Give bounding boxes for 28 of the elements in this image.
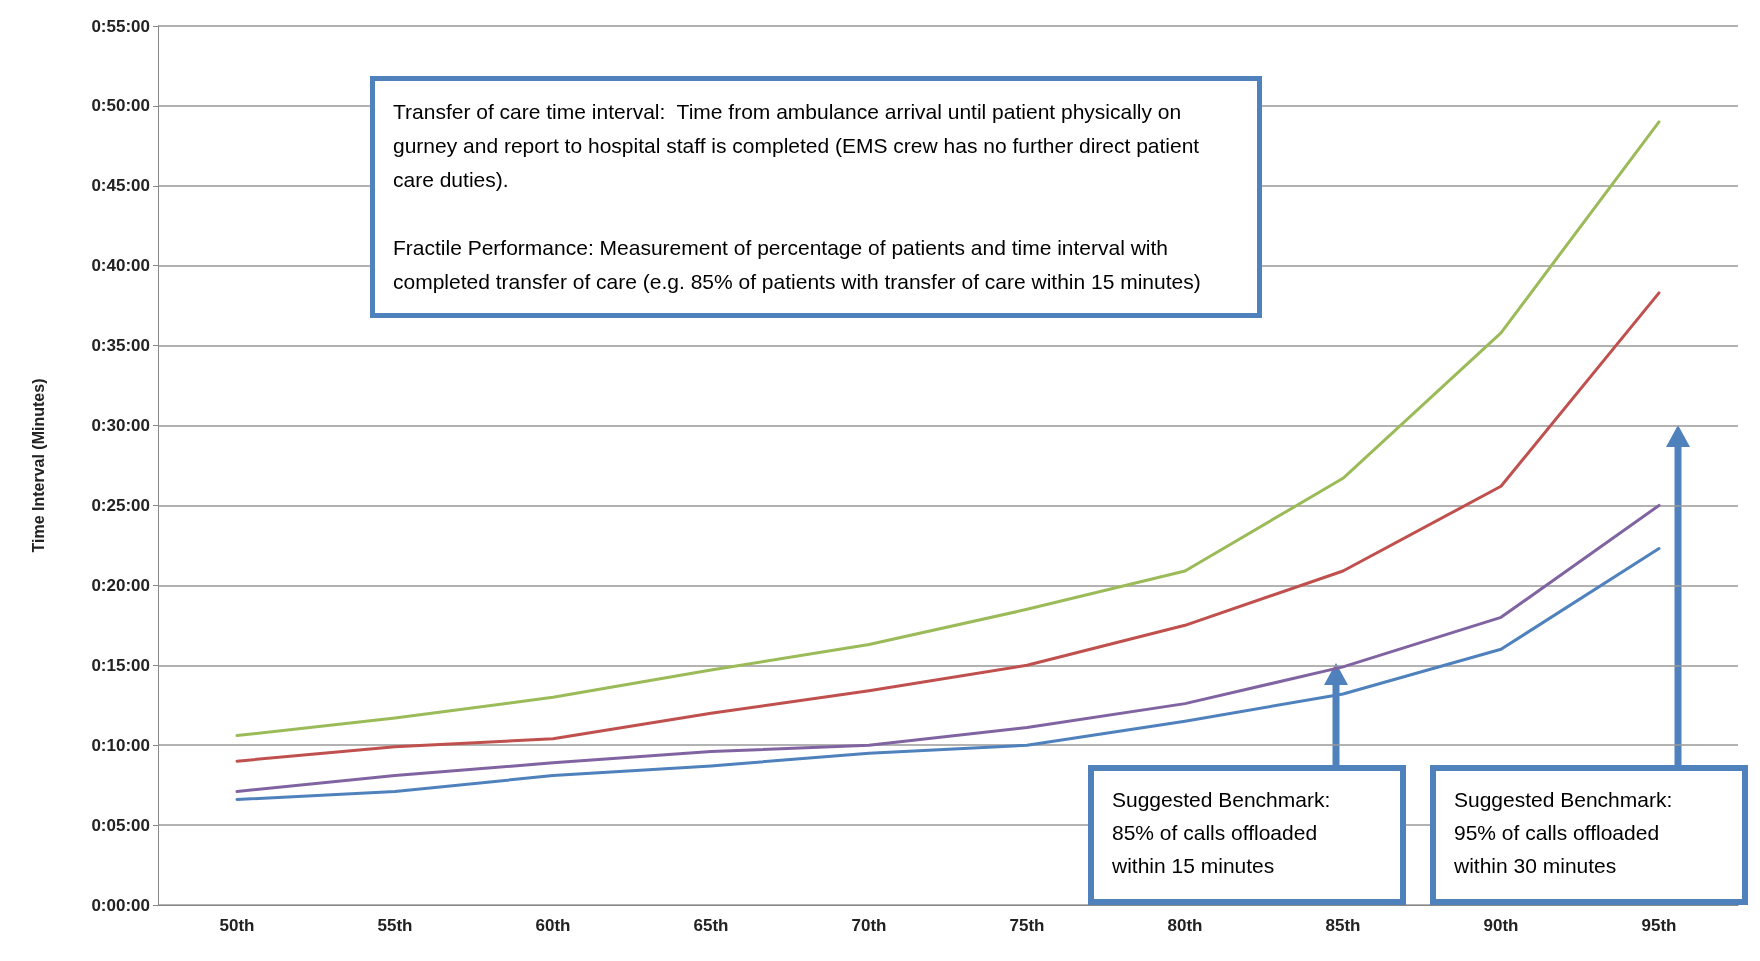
x-tick-label: 80th bbox=[1167, 916, 1203, 935]
y-tick-label: 0:20:00 bbox=[91, 575, 150, 595]
y-tick-label: 0:05:00 bbox=[91, 815, 150, 835]
y-tick-label: 0:40:00 bbox=[91, 256, 150, 276]
y-tick-label: 0:35:00 bbox=[91, 336, 150, 356]
text-box: Suggested Benchmark: 85% of calls offloaded within 15 minutes bbox=[1088, 765, 1406, 905]
x-tick-label: 95th bbox=[1641, 916, 1677, 935]
x-tick-label: 90th bbox=[1483, 916, 1519, 935]
text-box: Transfer of care time interval: Time from ambulance arrival until patient physically on gurney and report to hospital staff is completed (EMS crew has no further direct patient care duties). Fractile Performance: Measurement of percentage of patients and time interval with completed transfer of care (e.g. 85% of patients with transfer of care within 15 minutes) bbox=[370, 76, 1262, 318]
y-tick-label: 0:30:00 bbox=[91, 416, 150, 436]
y-tick-label: 0:45:00 bbox=[91, 176, 150, 196]
line-series bbox=[235, 503, 1661, 794]
x-tick-label: 60th bbox=[535, 916, 571, 935]
text-box: Suggested Benchmark: 95% of calls offloaded within 30 minutes bbox=[1430, 765, 1748, 905]
y-axis-title: Time Interval (Minutes) bbox=[29, 378, 47, 553]
x-tick-label: 50th bbox=[219, 916, 255, 935]
y-tick-label: 0:50:00 bbox=[91, 96, 150, 116]
y-tick-label: 0:25:00 bbox=[91, 495, 150, 515]
x-tick-label: 55th bbox=[377, 916, 413, 935]
x-tick-label: 85th bbox=[1325, 916, 1361, 935]
x-tick-label: 70th bbox=[851, 916, 887, 935]
x-tick-label: 75th bbox=[1009, 916, 1045, 935]
y-tick-label: 0:00:00 bbox=[91, 895, 150, 915]
y-tick-label: 0:10:00 bbox=[91, 735, 150, 755]
y-tick-label: 0:15:00 bbox=[91, 655, 150, 675]
x-tick-label: 65th bbox=[693, 916, 729, 935]
y-tick-label: 0:55:00 bbox=[91, 16, 150, 36]
line-series bbox=[235, 291, 1661, 763]
